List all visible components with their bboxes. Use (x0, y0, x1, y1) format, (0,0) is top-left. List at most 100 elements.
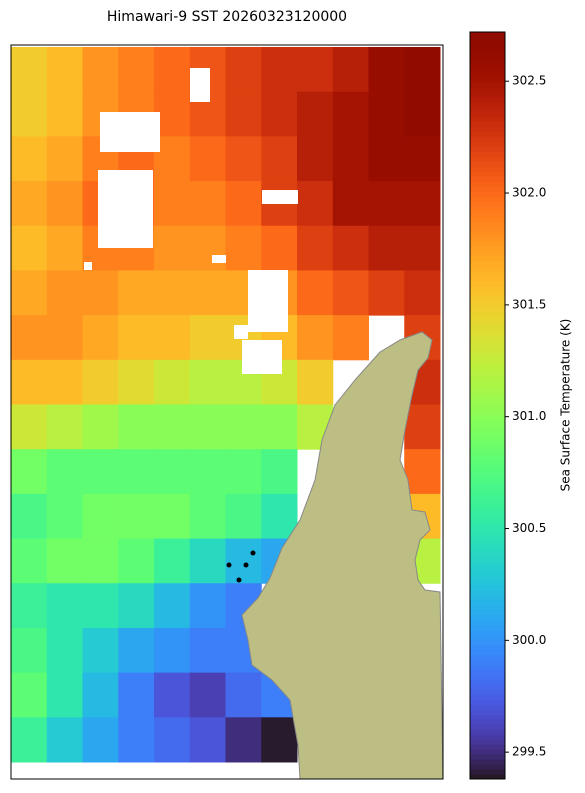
colorbar-swatch (470, 773, 505, 780)
colorbar-swatch (470, 514, 505, 521)
colorbar-tick-label: 301.0 (512, 409, 546, 423)
sst-cell (261, 47, 298, 93)
colorbar-swatch (470, 86, 505, 93)
colorbar-swatch (470, 210, 505, 217)
colorbar-swatch (470, 285, 505, 292)
sst-cell (11, 91, 48, 137)
sst-cell (225, 91, 262, 137)
sst-cell (261, 91, 298, 137)
colorbar-swatch (470, 748, 505, 755)
sst-cell (46, 47, 83, 93)
sst-cell (82, 538, 119, 584)
colorbar-swatch (470, 629, 505, 636)
colorbar-swatch (470, 559, 505, 566)
colorbar-swatch (470, 758, 505, 765)
colorbar-swatch (470, 504, 505, 511)
sst-cell (225, 538, 262, 584)
sst-cell (11, 449, 48, 495)
sst-cell (404, 47, 441, 93)
colorbar-swatch (470, 180, 505, 187)
sst-cell (82, 404, 119, 450)
colorbar-swatch (470, 325, 505, 332)
sst-cell (189, 538, 226, 584)
colorbar-swatch (470, 454, 505, 461)
colorbar-swatch (470, 414, 505, 421)
sst-cell (189, 627, 226, 674)
sst-cell (225, 181, 262, 227)
sst-cell (46, 404, 83, 450)
colorbar-swatch (470, 295, 505, 302)
colorbar-swatch (470, 121, 505, 128)
colorbar-swatch (470, 96, 505, 103)
sst-cell (154, 47, 191, 93)
colorbar-swatch (470, 400, 505, 406)
sst-cell (189, 717, 226, 763)
sst-cell (297, 181, 334, 227)
sst-cell (332, 270, 369, 316)
colorbar-swatch (470, 141, 505, 148)
sst-cell (189, 404, 226, 450)
sst-cell (189, 270, 226, 316)
colorbar-swatch (470, 36, 505, 43)
colorbar-swatch (470, 574, 505, 581)
sst-cell (11, 583, 48, 629)
colorbar-swatch (470, 170, 505, 177)
sst-cell (189, 181, 226, 227)
map-frame (10, 44, 444, 780)
sst-cell (118, 47, 155, 93)
sst-cell (189, 449, 226, 495)
sst-cell (225, 47, 262, 93)
sst-cell (82, 717, 119, 763)
sst-cell (46, 270, 83, 316)
colorbar-swatch (470, 405, 505, 411)
colorbar-swatch (470, 220, 505, 227)
sst-cell (261, 404, 298, 450)
colorbar-tick-label: 301.5 (512, 297, 546, 311)
colorbar-swatch (470, 255, 505, 262)
sst-field (11, 47, 441, 763)
colorbar-swatch (470, 260, 505, 267)
colorbar-swatch (470, 519, 505, 526)
colorbar-swatch (470, 763, 505, 770)
sst-cell (261, 717, 298, 763)
sst-cell (82, 315, 119, 361)
colorbar-swatch (470, 703, 505, 710)
sst-cell (297, 136, 334, 182)
colorbar-swatch (470, 240, 505, 247)
colorbar-swatch (470, 494, 505, 501)
sst-cell (154, 672, 191, 718)
sst-cell (46, 315, 83, 361)
sst-cell (332, 136, 369, 182)
colorbar-swatch (470, 589, 505, 596)
colorbar-swatch (470, 619, 505, 626)
colorbar-tick-label: 302.0 (512, 186, 546, 200)
colorbar-swatch (470, 300, 505, 307)
colorbar-swatch (470, 539, 505, 546)
colorbar-swatch (470, 474, 505, 481)
colorbar-swatch (470, 146, 505, 153)
sst-cell (189, 672, 226, 718)
colorbar-swatch (470, 534, 505, 541)
sst-cell (297, 270, 334, 316)
colorbar-swatch (470, 375, 505, 382)
sst-cell (404, 404, 441, 450)
sst-cell (404, 181, 441, 227)
cloud-mask (84, 68, 298, 374)
sst-cell (46, 627, 83, 674)
land (241, 331, 443, 779)
colorbar-swatch (470, 250, 505, 257)
sst-cell (82, 270, 119, 316)
sst-cell (82, 493, 119, 540)
sst-cell (118, 627, 155, 674)
sst-cell (261, 493, 298, 540)
sst-cell (368, 91, 405, 137)
sst-cell (118, 404, 155, 450)
colorbar-swatch (470, 106, 505, 113)
sst-cell (332, 91, 369, 137)
sst-cell (189, 225, 226, 271)
colorbar-swatch (470, 554, 505, 561)
colorbar-swatch (470, 434, 505, 441)
colorbar-swatch (470, 678, 505, 685)
colorbar-swatch (470, 340, 505, 347)
colorbar-swatch (470, 444, 505, 451)
